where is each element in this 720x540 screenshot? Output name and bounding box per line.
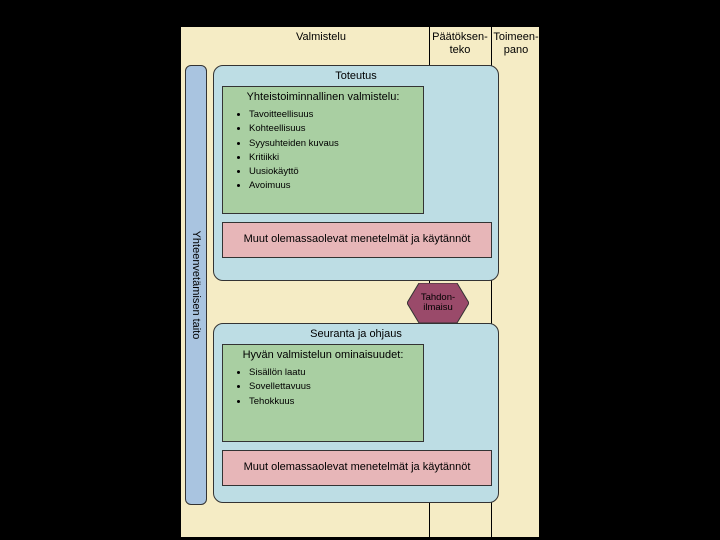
green-top-list: Tavoitteellisuus Kohteellisuus Syysuhtei… bbox=[229, 108, 417, 194]
column-label-3: Toimeen-pano bbox=[491, 31, 541, 57]
panel-toteutus: Toteutus Yhteistoiminnallinen valmistelu… bbox=[213, 65, 499, 281]
list-item: Kritiikki bbox=[249, 151, 417, 165]
main-title: Avoin päätöksentekokäytäntö bbox=[180, 4, 540, 20]
list-item: Tehokkuus bbox=[249, 395, 417, 409]
list-item: Tavoitteellisuus bbox=[249, 108, 417, 122]
column-label-1: Valmistelu bbox=[213, 31, 429, 44]
list-item: Avoimuus bbox=[249, 179, 417, 193]
green-bottom-header: Hyvän valmistelun ominaisuudet: bbox=[229, 349, 417, 362]
list-item: Sisällön laatu bbox=[249, 366, 417, 380]
green-box-bottom: Hyvän valmistelun ominaisuudet: Sisällön… bbox=[222, 344, 424, 442]
panel-seuranta: Seuranta ja ohjaus Hyvän valmistelun omi… bbox=[213, 323, 499, 503]
panel-bottom-title: Seuranta ja ohjaus bbox=[214, 324, 498, 342]
pink-box-top: Muut olemassaolevat menetelmät ja käytän… bbox=[222, 222, 492, 258]
pink-box-bottom: Muut olemassaolevat menetelmät ja käytän… bbox=[222, 450, 492, 486]
list-item: Syysuhteiden kuvaus bbox=[249, 137, 417, 151]
diagram-canvas: Avoin päätöksentekokäytäntö Valmistelu P… bbox=[180, 0, 540, 540]
outer-container: Valmistelu Päätöksen-teko Toimeen-pano Y… bbox=[180, 26, 540, 538]
hexagon-label: Tahdon-ilmaisu bbox=[421, 293, 455, 314]
panel-top-title: Toteutus bbox=[214, 66, 498, 84]
list-item: Kohteellisuus bbox=[249, 122, 417, 136]
side-tab-label: Yhteenvetämisen taito bbox=[190, 231, 202, 340]
green-box-top: Yhteistoiminnallinen valmistelu: Tavoitt… bbox=[222, 86, 424, 214]
hexagon-tahdonilmaisu: Tahdon-ilmaisu bbox=[407, 283, 469, 323]
column-label-2: Päätöksen-teko bbox=[429, 31, 491, 57]
green-top-header: Yhteistoiminnallinen valmistelu: bbox=[229, 91, 417, 104]
side-tab: Yhteenvetämisen taito bbox=[185, 65, 207, 505]
list-item: Uusiokäyttö bbox=[249, 165, 417, 179]
green-bottom-list: Sisällön laatu Sovellettavuus Tehokkuus bbox=[229, 366, 417, 409]
list-item: Sovellettavuus bbox=[249, 380, 417, 394]
